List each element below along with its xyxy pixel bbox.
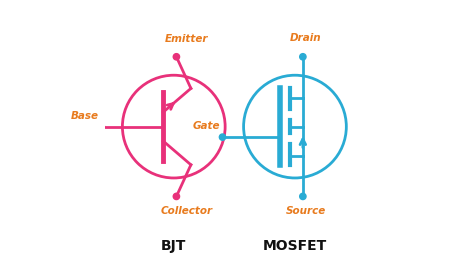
- Text: MOSFET: MOSFET: [263, 239, 327, 253]
- Text: Emitter: Emitter: [165, 34, 209, 44]
- Circle shape: [173, 193, 180, 200]
- Circle shape: [300, 193, 306, 200]
- Circle shape: [98, 123, 104, 130]
- Circle shape: [173, 54, 180, 60]
- Text: Collector: Collector: [161, 206, 213, 215]
- Text: BJT: BJT: [161, 239, 186, 253]
- Circle shape: [219, 134, 226, 140]
- Text: Base: Base: [71, 111, 99, 121]
- Text: Gate: Gate: [192, 121, 220, 131]
- Text: Source: Source: [285, 206, 326, 215]
- Text: Drain: Drain: [290, 33, 321, 43]
- Circle shape: [300, 54, 306, 60]
